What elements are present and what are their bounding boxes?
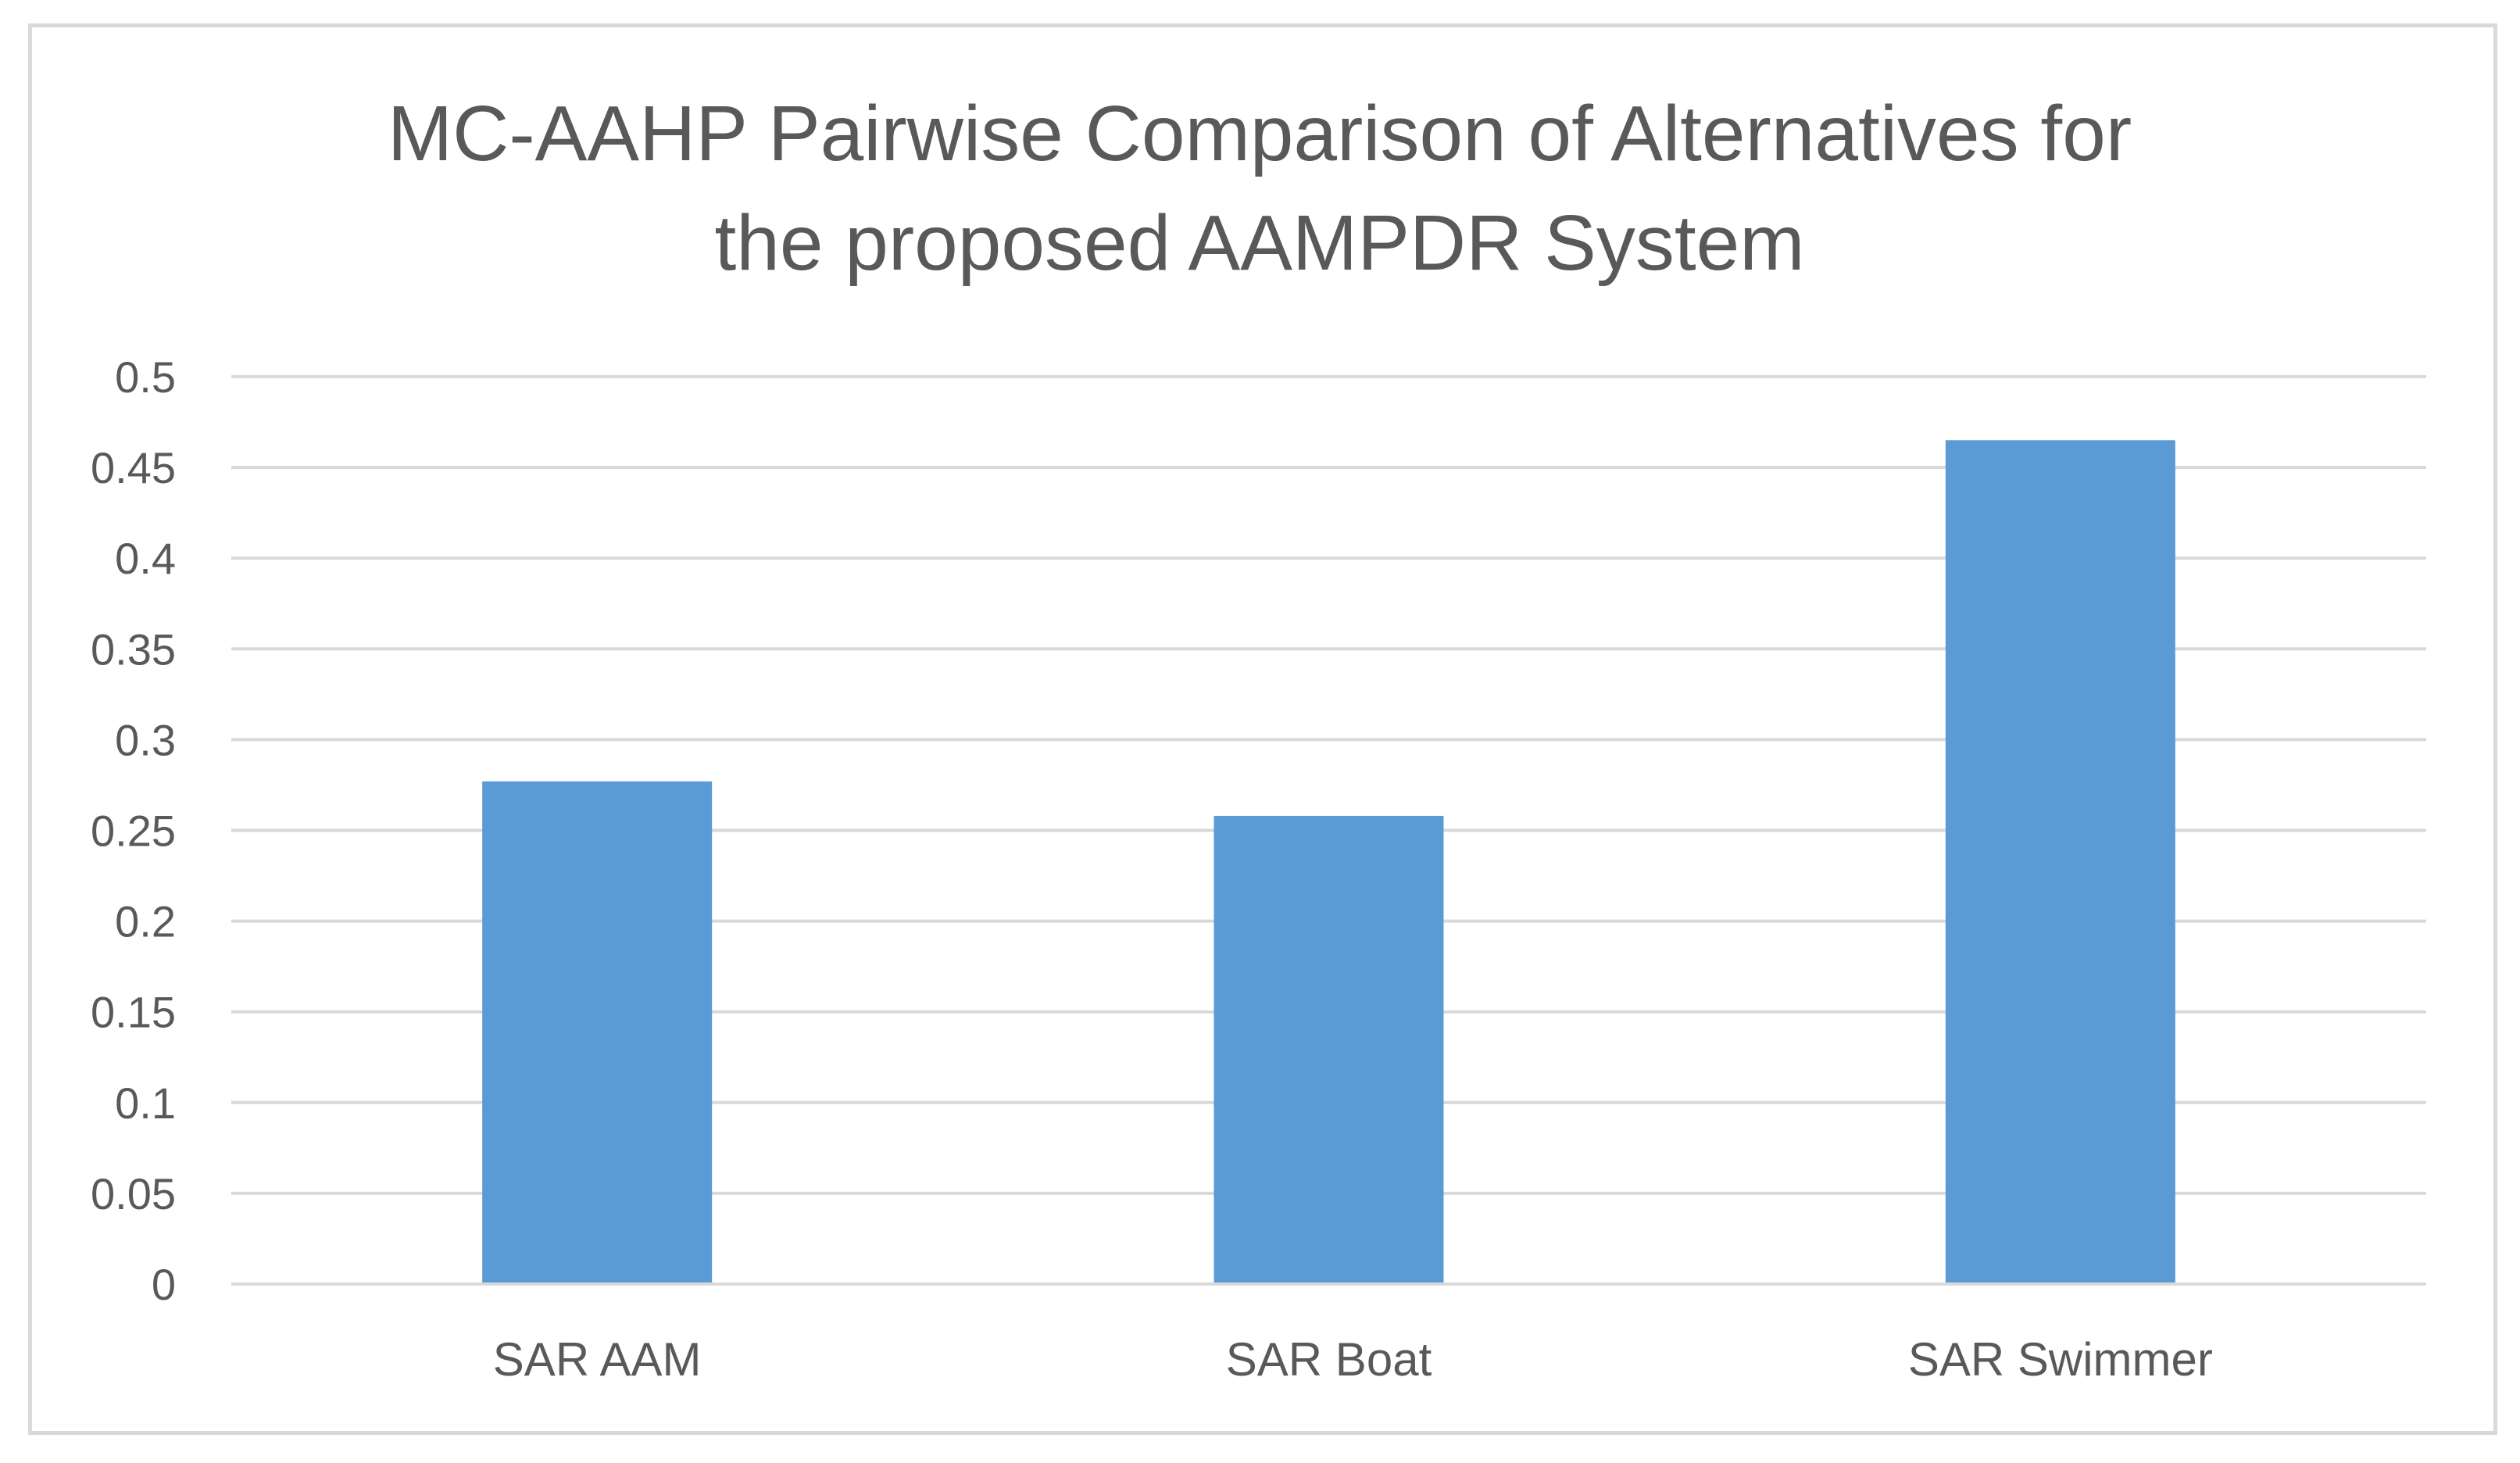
x-category-label: SAR AAM (493, 1333, 702, 1386)
y-tick-label: 0.2 (115, 897, 176, 946)
bar-sar-aam (482, 781, 713, 1284)
chart-title-line-1: MC-AAHP Pairwise Comparison of Alternati… (388, 90, 2132, 177)
y-tick-label: 0.15 (91, 988, 176, 1037)
y-tick-label: 0.3 (115, 715, 176, 764)
y-tick-label: 0.5 (115, 352, 176, 402)
y-tick-label: 0 (152, 1260, 176, 1309)
y-tick-label: 0.1 (115, 1078, 176, 1128)
y-tick-label: 0.4 (115, 534, 176, 583)
y-tick-label: 0.35 (91, 624, 176, 674)
y-tick-label: 0.25 (91, 807, 176, 856)
x-category-label: SAR Swimmer (1908, 1333, 2213, 1386)
bars (482, 440, 2175, 1284)
y-axis-tick-labels: 0 0.05 0.1 0.15 0.2 0.25 0.3 0.35 0.4 0.45 0.5 (91, 352, 176, 1309)
bar-sar-swimmer (1945, 440, 2175, 1284)
y-tick-label: 0.05 (91, 1169, 176, 1218)
x-category-label: SAR Boat (1226, 1333, 1432, 1386)
y-tick-label: 0.45 (91, 443, 176, 492)
chart-title-line-2: the proposed AAMPDR System (714, 199, 1804, 287)
chart-title: MC-AAHP Pairwise Comparison of Alternati… (388, 90, 2132, 287)
bar-sar-boat (1214, 815, 1444, 1284)
x-axis-category-labels: SAR AAM SAR Boat SAR Swimmer (493, 1333, 2213, 1386)
